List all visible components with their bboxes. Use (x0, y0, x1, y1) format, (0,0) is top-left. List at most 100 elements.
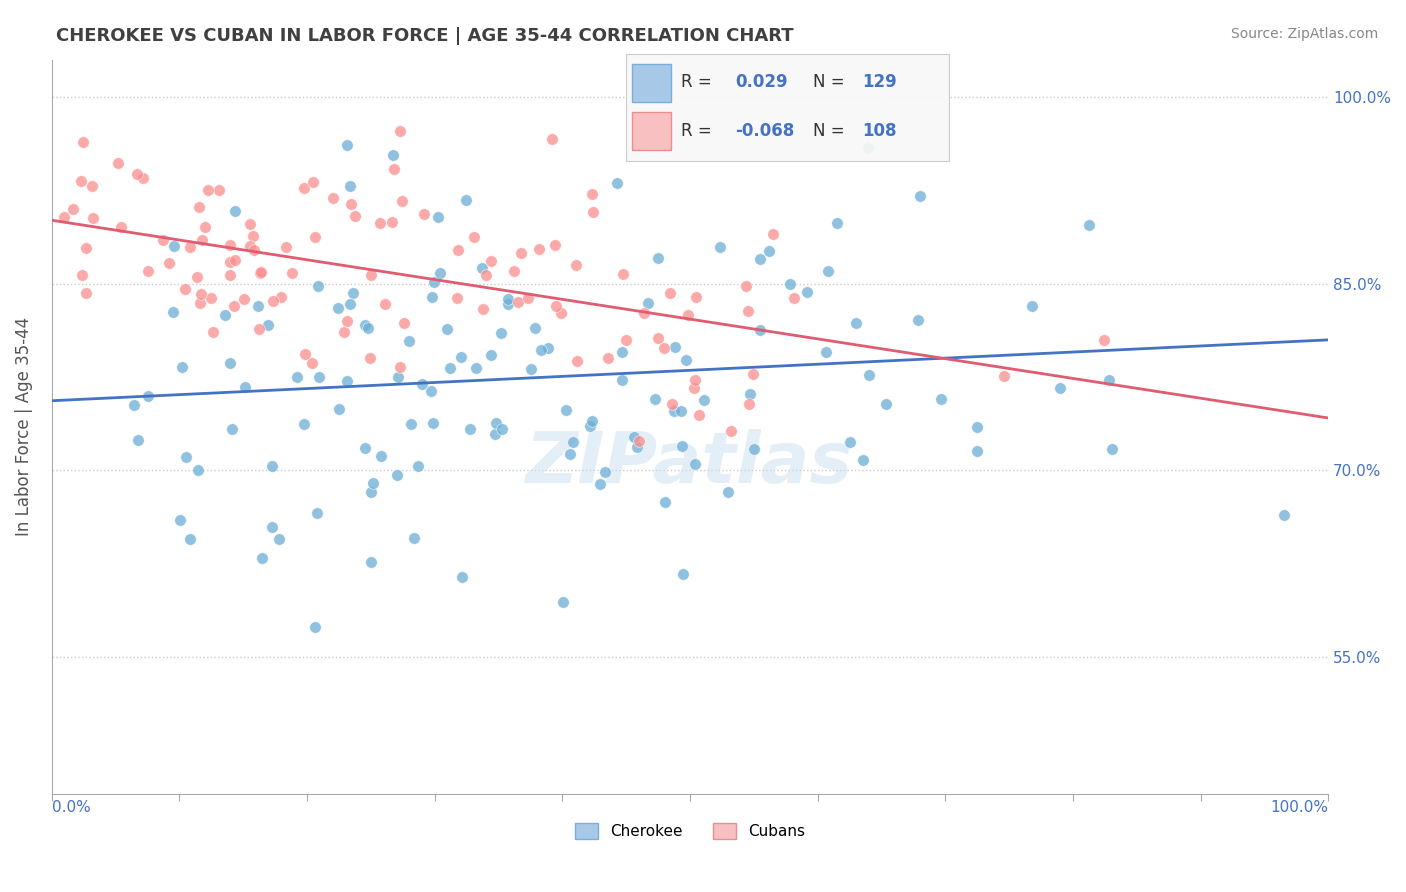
Point (471, 301, 494, 316)
Text: 100.0%: 100.0% (1270, 800, 1329, 815)
Point (464, 360, 486, 375)
Point (219, 254, 242, 268)
Point (419, 384, 441, 399)
Point (233, 380, 256, 394)
Point (838, 434, 860, 449)
FancyBboxPatch shape (633, 112, 671, 150)
Point (565, 354, 588, 368)
Text: R =: R = (681, 73, 711, 91)
Point (564, 258, 586, 272)
Point (474, 268, 496, 282)
Point (858, 368, 880, 382)
Point (190, 286, 212, 301)
Point (1272, 508, 1295, 522)
Point (762, 227, 785, 241)
Point (614, 333, 637, 347)
Point (688, 408, 710, 422)
Point (610, 373, 633, 387)
Point (676, 308, 699, 322)
Point (593, 465, 616, 479)
Point (62, 202, 84, 216)
Point (132, 171, 155, 186)
Point (993, 369, 1015, 384)
Point (589, 477, 612, 491)
Point (489, 326, 512, 340)
Point (422, 416, 444, 430)
Point (685, 290, 707, 304)
Point (257, 318, 280, 332)
Point (187, 200, 209, 214)
Point (360, 555, 382, 569)
Point (633, 306, 655, 320)
Point (304, 620, 326, 634)
Point (637, 296, 659, 310)
Point (249, 322, 271, 336)
Point (581, 186, 603, 201)
Point (75, 286, 97, 301)
Point (1092, 333, 1115, 347)
Point (360, 484, 382, 499)
Point (387, 369, 409, 384)
Point (551, 595, 574, 609)
Point (738, 397, 761, 411)
Point (233, 292, 256, 306)
Point (82, 211, 104, 225)
Point (402, 532, 425, 546)
Point (280, 266, 302, 280)
Point (194, 219, 217, 234)
Point (929, 392, 952, 407)
Point (675, 353, 697, 368)
Point (484, 427, 506, 442)
Point (399, 417, 422, 431)
Point (827, 217, 849, 231)
Point (304, 229, 326, 244)
Point (796, 285, 818, 299)
Point (243, 244, 266, 258)
Point (391, 194, 413, 208)
Point (363, 476, 385, 491)
Point (127, 434, 149, 448)
Point (292, 417, 315, 432)
Point (186, 269, 208, 284)
Point (581, 205, 603, 219)
Point (214, 308, 236, 322)
FancyBboxPatch shape (633, 64, 671, 102)
Point (456, 193, 478, 207)
Point (429, 266, 451, 280)
Point (381, 215, 404, 229)
Point (412, 207, 434, 221)
Point (1101, 442, 1123, 457)
Point (274, 240, 297, 254)
Point (672, 566, 695, 581)
Point (360, 268, 382, 283)
Point (502, 263, 524, 277)
Point (562, 434, 585, 449)
Point (510, 246, 533, 260)
Point (742, 442, 765, 456)
Point (644, 392, 666, 406)
Point (546, 299, 568, 313)
Point (332, 325, 354, 339)
Point (458, 422, 481, 436)
Point (152, 233, 174, 247)
Point (479, 254, 502, 268)
Point (305, 506, 328, 520)
Point (446, 291, 468, 305)
Point (174, 282, 197, 296)
Point (463, 230, 485, 244)
Point (70, 174, 93, 188)
Point (426, 211, 449, 225)
Point (537, 341, 560, 355)
Point (779, 277, 801, 292)
Point (554, 402, 576, 417)
Point (340, 196, 363, 211)
Point (157, 256, 180, 270)
Point (162, 305, 184, 319)
Point (249, 266, 271, 280)
Point (342, 286, 364, 301)
Point (612, 344, 634, 359)
Point (709, 240, 731, 254)
Point (187, 463, 209, 477)
Point (250, 265, 273, 279)
Point (188, 296, 211, 310)
